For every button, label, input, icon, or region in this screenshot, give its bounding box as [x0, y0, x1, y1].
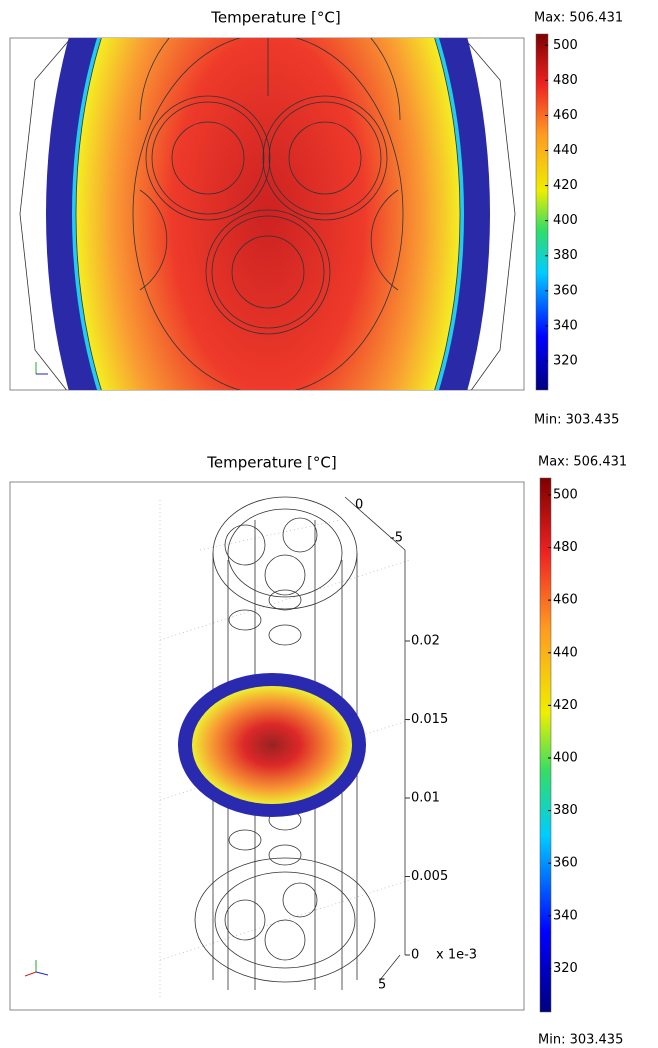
- depth-tick-label: 0: [355, 498, 363, 513]
- chart-title: Temperature [°C]: [206, 454, 336, 472]
- colorbar-tick-label: 320: [553, 961, 578, 976]
- axis-triad: [35, 362, 48, 375]
- colorbar: [535, 33, 549, 391]
- colorbar-tick-label: 500: [553, 487, 578, 502]
- colorbar-tick-label: 460: [553, 593, 578, 608]
- axis-triad: [24, 960, 49, 977]
- scale-label: x 1e-3: [436, 948, 477, 963]
- colorbar-tick-label: 360: [553, 856, 578, 871]
- depth-tick-label: 5: [378, 978, 386, 993]
- chart-title: Temperature [°C]: [210, 9, 340, 27]
- z-tick-label: 0.01: [411, 791, 440, 806]
- z-tick-label: 0: [411, 948, 419, 963]
- colorbar-tick-label: 440: [553, 645, 578, 660]
- colorbar-tick-label: 340: [553, 908, 578, 923]
- colorbar-tick-label: 380: [553, 803, 578, 818]
- max-label: Max: 506.431: [534, 11, 623, 26]
- colorbar-tick-label: 420: [553, 698, 578, 713]
- max-label: Max: 506.431: [538, 455, 627, 470]
- z-tick-label: 0.005: [411, 869, 448, 884]
- colorbar-tick-label: 500: [553, 38, 578, 53]
- z-tick-label: 0.02: [411, 634, 440, 649]
- cross-section: [19, 38, 516, 390]
- colorbar-tick-label: 420: [553, 178, 578, 193]
- min-label: Min: 303.435: [538, 1033, 623, 1048]
- colorbar-tick-label: 380: [553, 248, 578, 263]
- cylinder-3d: [159, 496, 411, 1000]
- colorbar-tick-label: 320: [553, 353, 578, 368]
- colorbar: [539, 477, 552, 1013]
- colorbar-tick-label: 460: [553, 108, 578, 123]
- depth-tick-label: -5: [390, 531, 403, 546]
- colorbar-tick-label: 480: [553, 540, 578, 555]
- colorbar-tick-label: 400: [553, 213, 578, 228]
- colorbar-tick-label: 340: [553, 318, 578, 333]
- min-label: Min: 303.435: [534, 413, 619, 428]
- colorbar-tick-label: 480: [553, 73, 578, 88]
- colorbar-tick-label: 440: [553, 143, 578, 158]
- colorbar-tick-label: 400: [553, 750, 578, 765]
- z-tick-label: 0.015: [411, 712, 448, 727]
- colorbar-tick-label: 360: [553, 283, 578, 298]
